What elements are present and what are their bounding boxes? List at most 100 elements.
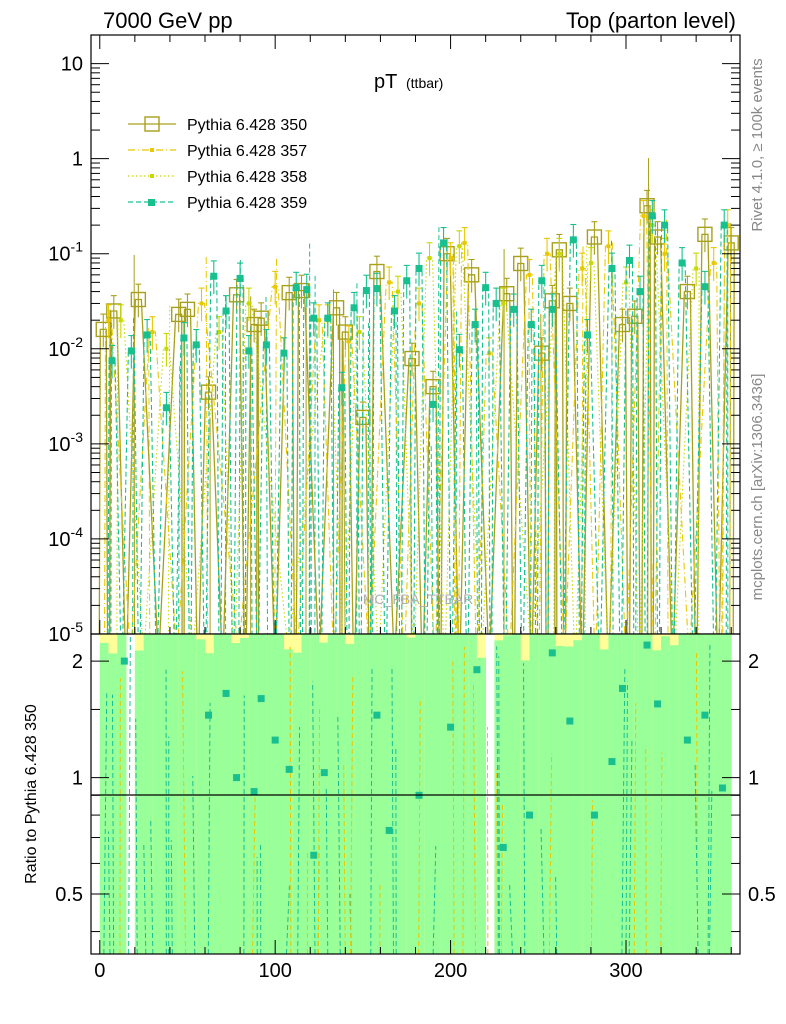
ratio-band-green <box>538 634 548 954</box>
data-point <box>636 288 644 296</box>
data-point <box>403 277 411 285</box>
ratio-band-green <box>354 634 364 954</box>
ratio-spike <box>297 727 301 954</box>
data-point <box>569 236 577 244</box>
ratio-ytick-label: 2 <box>72 651 83 673</box>
ratio-spike <box>645 745 647 954</box>
data-point <box>310 314 318 322</box>
header-left: 7000 GeV pp <box>103 8 233 33</box>
ratio-band-green <box>669 645 679 954</box>
ratio-point <box>499 843 507 851</box>
ratio-point <box>548 649 556 657</box>
ratio-point <box>654 700 662 708</box>
ratio-band-green <box>187 634 197 954</box>
ratio-spike <box>496 768 498 954</box>
ratio-spike <box>501 803 503 954</box>
ratio-band-green <box>389 634 399 954</box>
ratio-spike <box>337 713 341 954</box>
ratio-spike <box>111 694 115 954</box>
data-point <box>417 301 422 306</box>
ratio-spike <box>628 740 633 954</box>
main-axes: 10 1 10-1 10-2 10-3 10-4 10-5 <box>48 34 740 646</box>
ratio-band-green <box>336 634 346 954</box>
data-point <box>679 283 696 300</box>
data-point <box>106 318 111 323</box>
data-point <box>625 256 633 264</box>
data-point <box>678 259 686 267</box>
series-drop-line <box>581 246 584 634</box>
data-point <box>606 244 611 249</box>
ratio-ytick-label: 1 <box>72 768 83 790</box>
ratio-point <box>385 826 393 834</box>
data-point <box>118 318 123 323</box>
ratio-spike <box>432 846 437 954</box>
data-point <box>608 264 616 272</box>
ratio-point <box>526 811 534 819</box>
data-point <box>538 277 546 285</box>
data-point <box>627 308 643 324</box>
data-point <box>580 266 585 271</box>
legend-label-357: Pythia 6.428 357 <box>187 143 307 160</box>
data-point <box>292 284 300 292</box>
legend-marker-357 <box>150 148 154 152</box>
data-point <box>501 301 506 306</box>
ratio-band-green <box>476 657 486 954</box>
data-point <box>662 251 667 256</box>
series-drop-line <box>729 223 732 634</box>
ratio-spike <box>498 656 500 954</box>
ratio-band-green <box>555 645 565 954</box>
ratio-point <box>257 695 265 703</box>
ratio-point <box>473 666 481 674</box>
legend-label-358: Pythia 6.428 358 <box>187 169 307 186</box>
ratio-ytick-label-right: 1 <box>748 768 759 790</box>
ratio-band-green <box>433 634 443 954</box>
data-point <box>557 251 562 256</box>
data-point <box>303 286 311 294</box>
data-point <box>273 284 278 289</box>
ratio-band-green <box>266 634 276 954</box>
watermark: MC_FBA_TTBAR <box>363 591 473 607</box>
ratio-spike <box>523 663 526 954</box>
ratio-band-green <box>345 644 355 954</box>
data-point <box>492 299 500 307</box>
ratio-spike <box>472 682 477 954</box>
x-tick-label: 0 <box>94 960 105 982</box>
ratio-band-green <box>143 634 153 954</box>
ratio-band-green <box>380 634 390 954</box>
ratio-band-green <box>257 634 267 954</box>
data-point <box>162 404 170 412</box>
series-drop-line <box>455 311 458 634</box>
series-drop-line <box>611 240 614 634</box>
ratio-spike <box>107 831 111 954</box>
ratio-band-green <box>424 634 434 954</box>
ratio-band-green <box>213 634 223 954</box>
data-point <box>641 213 646 218</box>
data-point <box>471 321 479 329</box>
ratio-spike <box>540 828 545 954</box>
data-point <box>130 291 147 308</box>
data-point <box>210 272 218 280</box>
y-tick-label: 1 <box>72 149 83 171</box>
ratio-spike <box>182 671 186 954</box>
series-drop-line <box>205 256 209 634</box>
ratio-spike <box>170 840 173 954</box>
ratio-band-green <box>310 634 320 954</box>
ratio-band-green <box>319 642 329 954</box>
data-point <box>328 300 345 316</box>
data-point <box>373 285 381 293</box>
ratio-spike <box>418 700 421 954</box>
ratio-ylabel: Ratio to Pythia 6.428 350 <box>23 704 40 884</box>
ratio-spike <box>150 821 154 954</box>
data-point <box>545 251 550 256</box>
ratio-band-green <box>564 646 574 954</box>
data-point <box>199 301 204 306</box>
ratio-spike <box>708 790 713 954</box>
legend-label-359: Pythia 6.428 359 <box>187 195 307 212</box>
data-point <box>280 349 288 357</box>
series-drop-line <box>178 366 181 634</box>
x-tick-label: 300 <box>609 960 642 982</box>
ratio-point <box>320 769 328 777</box>
ratio-spike <box>660 752 663 954</box>
ratio-axes: 0 100 200 300 0.5 0.5 1 1 2 2 <box>55 651 776 982</box>
